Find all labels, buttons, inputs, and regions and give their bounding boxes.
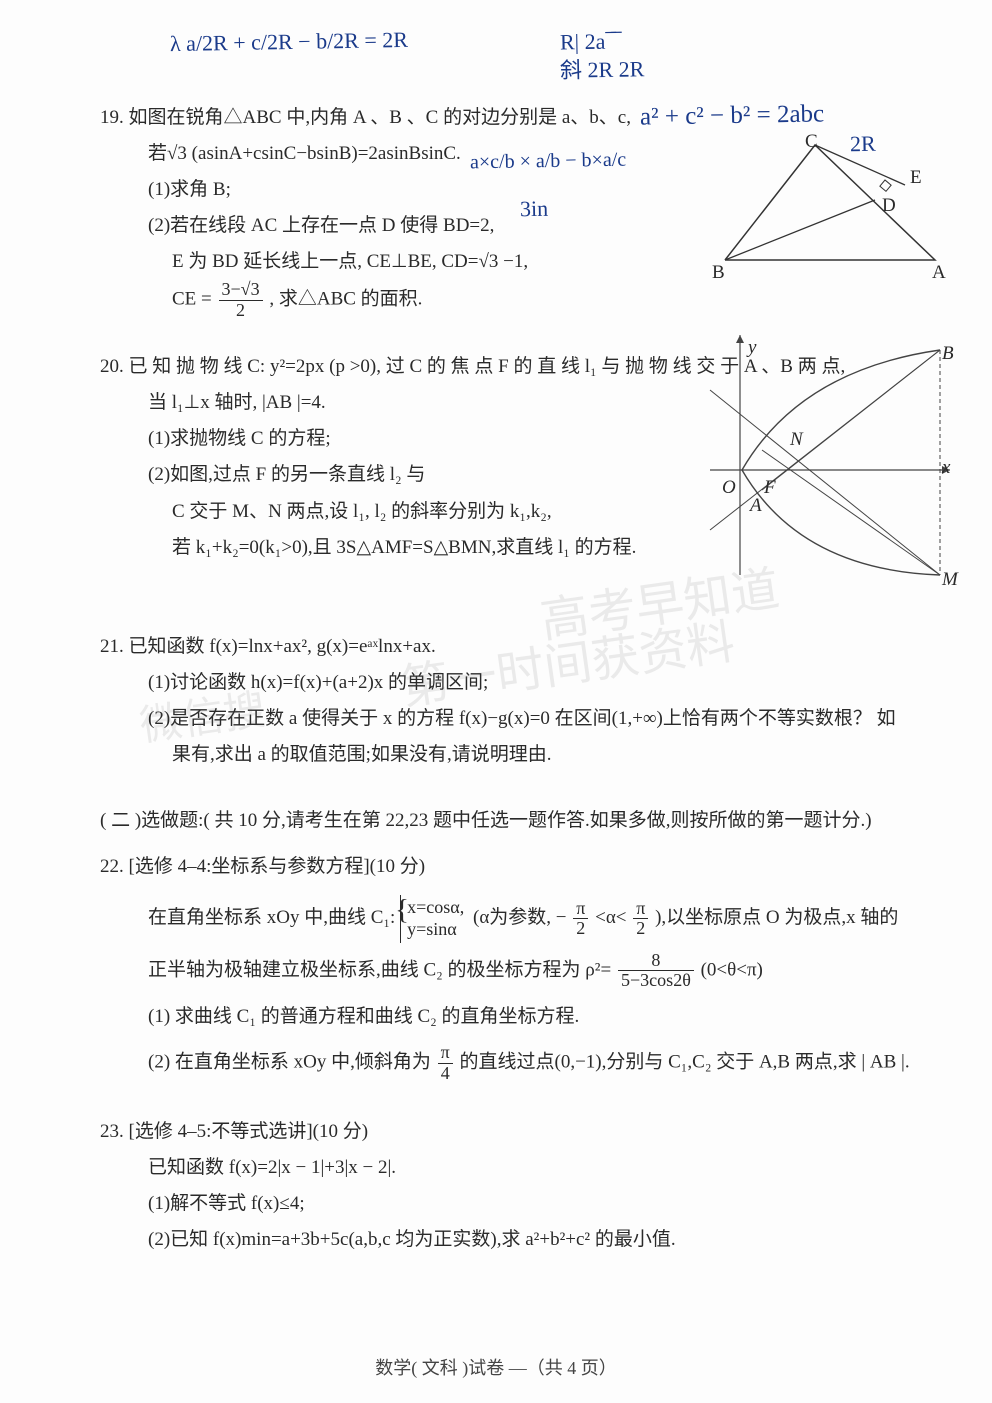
- q22-p2-den: 4: [438, 1064, 453, 1084]
- q22-l2b: (0<θ<π): [701, 959, 763, 980]
- q19-num: 19.: [100, 107, 124, 128]
- handwriting-top-right-2: 斜 2R 2R: [560, 55, 645, 85]
- q22-l1b: (α为参数, −: [473, 907, 567, 928]
- q19-p2c-pre: CE =: [172, 289, 212, 310]
- label-B: B: [712, 255, 725, 291]
- q22-pi2b-den: 2: [633, 919, 648, 939]
- label-A-20: A: [750, 488, 762, 524]
- q21-stem: 已知函数 f(x)=lnx+ax², g(x)=eᵃˣlnx+ax.: [129, 636, 436, 657]
- q21-p2b: 果有,求出 a 的取值范围;如果没有,请说明理由.: [100, 737, 922, 773]
- q19-figure: C E D B A: [710, 130, 940, 280]
- q22-sys-top: x=cosα,: [407, 897, 464, 919]
- section-2-head: ( 二 )选做题:( 共 10 分,请考生在第 22,23 题中任选一题作答.如…: [100, 803, 922, 839]
- q21-num: 21.: [100, 636, 124, 657]
- parabola-svg: [680, 330, 960, 580]
- exam-page: λ a/2R + c/2R − b/2R = 2R R| 2a ̅ ̅ 斜 2R…: [0, 0, 992, 1403]
- q22-pi2a-num: π: [573, 899, 588, 920]
- q22-pi2b-num: π: [633, 899, 648, 920]
- q22-l2a: 正半轴为极轴建立极坐标系,曲线 C₂ 的极坐标方程为 ρ²=: [148, 959, 611, 980]
- q22-line2: 正半轴为极轴建立极坐标系,曲线 C₂ 的极坐标方程为 ρ²= 8 5−3cos2…: [100, 951, 922, 992]
- q20-num: 20.: [100, 356, 124, 377]
- label-B-20: B: [942, 336, 954, 372]
- q23-stem: 已知函数 f(x)=2|x − 1|+3|x − 2|.: [100, 1150, 922, 1186]
- handwriting-sin: 3in: [520, 195, 549, 224]
- label-A-19: A: [932, 255, 946, 291]
- handwriting-scratch: a×c/b × a/b − b×a/c: [470, 147, 627, 176]
- q22-p2a: (2) 在直角坐标系 xOy 中,倾斜角为: [148, 1052, 431, 1073]
- q19-p2c: CE = 3−√3 2 , 求△ABC 的面积.: [100, 280, 922, 321]
- label-C: C: [805, 124, 818, 160]
- label-x: x: [942, 450, 950, 486]
- label-N: N: [790, 422, 803, 458]
- q23: 23. [选修 4–5:不等式选讲](10 分) 已知函数 f(x)=2|x −…: [100, 1114, 922, 1258]
- q22-p1: (1) 求曲线 C₁ 的普通方程和曲线 C₂ 的直角坐标方程.: [100, 999, 922, 1035]
- handwriting-top-right-1: R| 2a ̅ ̅: [560, 28, 617, 58]
- q22-l1a: 在直角坐标系 xOy 中,曲线 C₁:: [148, 907, 395, 928]
- q19-stem: 如图在锐角△ABC 中,内角 A 、B 、C 的对边分别是 a、b、c,: [129, 107, 631, 128]
- label-F: F: [764, 470, 776, 506]
- q21-p2: (2)是否存在正数 a 使得关于 x 的方程 f(x)−g(x)=0 在区间(1…: [100, 701, 922, 737]
- page-footer: 数学( 文科 )试卷 —（共 4 页）: [0, 1351, 992, 1385]
- q23-num: 23.: [100, 1121, 124, 1142]
- q22-num: 22.: [100, 856, 124, 877]
- q22-l2-den: 5−3cos2θ: [618, 971, 694, 991]
- q21-p1: (1)讨论函数 h(x)=f(x)+(a+2)x 的单调区间;: [100, 665, 922, 701]
- label-D: D: [882, 188, 896, 224]
- label-O: O: [722, 470, 736, 506]
- q22-pi2a-den: 2: [573, 919, 588, 939]
- q20-figure: y x B N O F A M: [680, 330, 960, 580]
- q22-l2-num: 8: [618, 951, 694, 972]
- q22: 22. [选修 4–4:坐标系与参数方程](10 分) 在直角坐标系 xOy 中…: [100, 849, 922, 1084]
- q19-p2c-num: 3−√3: [219, 280, 263, 301]
- q19-p2c-post: , 求△ABC 的面积.: [269, 289, 422, 310]
- q22-p2b: 的直线过点(0,−1),分别与 C₁,C₂ 交于 A,B 两点,求 | AB |…: [460, 1052, 910, 1073]
- q22-p2: (2) 在直角坐标系 xOy 中,倾斜角为 π 4 的直线过点(0,−1),分别…: [100, 1043, 922, 1084]
- q22-l1c: <α<: [595, 907, 626, 928]
- q22-sys-bot: y=sinα: [407, 919, 464, 941]
- q22-l1d: ),以坐标原点 O 为极点,x 轴的: [655, 907, 898, 928]
- q19-p2c-den: 2: [219, 301, 263, 321]
- q22-title: [选修 4–4:坐标系与参数方程](10 分): [129, 856, 426, 877]
- label-y: y: [748, 330, 756, 366]
- handwriting-eqn-1: a² + c² − b² = 2abc: [640, 98, 825, 134]
- q22-line1: 在直角坐标系 xOy 中,曲线 C₁: { x=cosα, y=sinα (α为…: [100, 895, 922, 942]
- label-M: M: [942, 562, 958, 598]
- label-E: E: [910, 160, 922, 196]
- handwriting-top-left: λ a/2R + c/2R − b/2R = 2R: [170, 26, 408, 59]
- q23-p1: (1)解不等式 f(x)≤4;: [100, 1186, 922, 1222]
- q23-title: [选修 4–5:不等式选讲](10 分): [129, 1121, 369, 1142]
- q21: 21. 已知函数 f(x)=lnx+ax², g(x)=eᵃˣlnx+ax. (…: [100, 629, 922, 773]
- triangle-svg: [710, 130, 940, 280]
- q22-p2-num: π: [438, 1043, 453, 1064]
- q23-p2: (2)已知 f(x)min=a+3b+5c(a,b,c 均为正实数),求 a²+…: [100, 1222, 922, 1258]
